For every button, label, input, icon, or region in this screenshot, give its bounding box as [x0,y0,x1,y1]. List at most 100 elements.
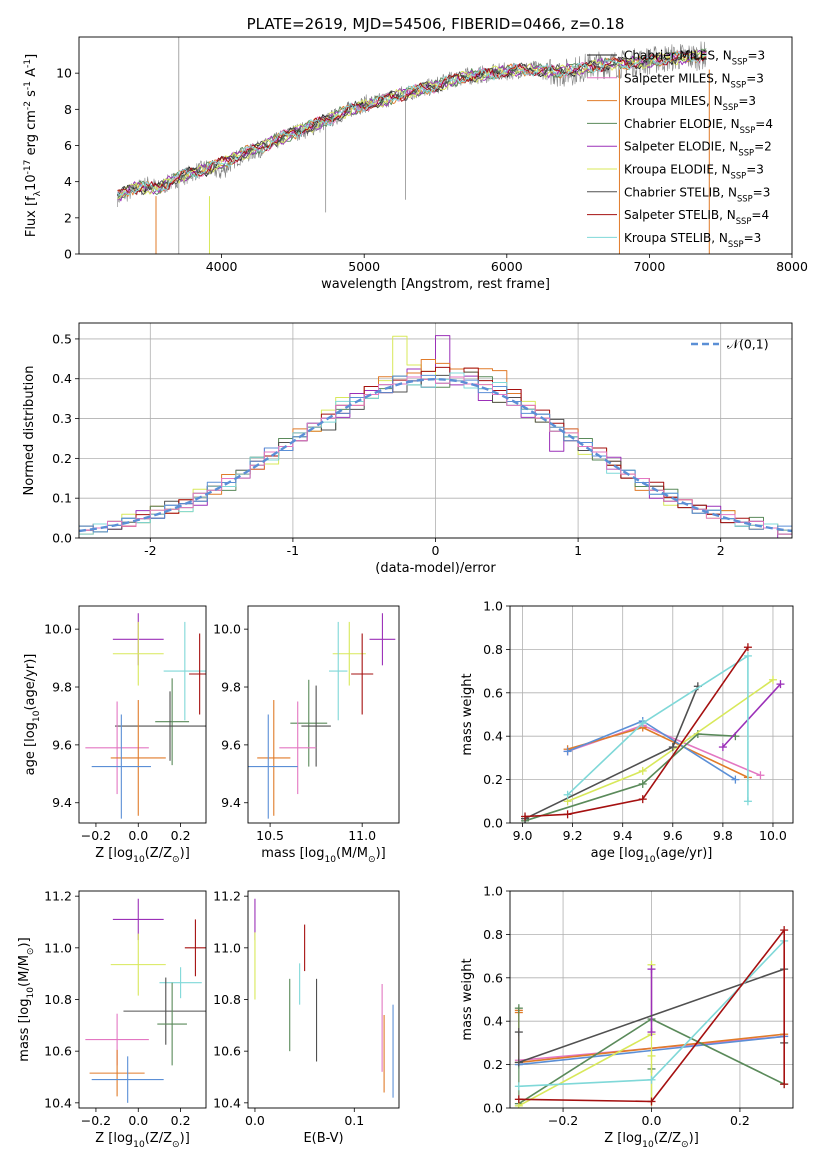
y-tick-label: 10.6 [213,1044,241,1059]
text-segment: (M/M [17,955,32,987]
text-segment: Salpeter MILES, N [624,71,731,85]
legend-label: Kroupa STELIB, NSSP=3 [624,231,761,249]
x-tick-label: 9.4 [613,828,633,843]
text-segment: =3 [746,163,764,177]
text-segment: Z [log [95,1131,133,1146]
axes-frame [509,605,794,824]
y-tick-label: 0.4 [52,371,72,386]
plot-area [521,643,785,823]
y-axis-label: mass weight [460,673,475,755]
plot-area [514,926,789,1108]
text-segment: Kroupa MILES, N [624,94,723,108]
text-segment: ⊙ [26,947,36,955]
text-segment: -1 [23,81,33,90]
y-tick-label: 0.6 [483,685,503,700]
axes-weight-Z: −0.2 0.0 0.2 0.0 0.2 0.4 0.6 0.8 1.0 Z [log10(Z/Z… [460,884,794,1150]
text-segment: (data-model)/error [375,561,496,576]
y-tick-label: 0.8 [483,642,503,657]
x-tick-label: 9.6 [663,828,683,843]
y-tick-label: 1.0 [483,599,503,614]
text-segment: =3 [746,71,764,85]
axes-frame [247,890,400,1109]
text-segment: SSP [737,193,753,203]
x-tick-label: 11.0 [348,828,376,843]
text-segment: λ [33,190,43,196]
y-tick-label: 11.0 [44,940,72,955]
text-segment: 10 [642,1140,654,1150]
plot-area [85,613,206,819]
axes-spectrum: 4000 5000 6000 7000 8000 0 2 4 6 8 10 wavelength [A… [23,15,808,292]
y-tick-label: 6 [64,138,72,153]
y-tick-label: 10.0 [44,622,72,637]
x-tick-label: 9.2 [563,828,583,843]
y-tick-label: 0.2 [483,772,503,787]
y-tick-label: 9.8 [52,680,72,695]
axes-frame [78,322,793,539]
y-tick-label: 0.0 [483,816,503,831]
text-segment: =4 [755,117,773,131]
x-tick-label: 1 [574,543,582,558]
legend-label: Kroupa MILES, NSSP=3 [624,94,756,112]
y-axis-label: Flux [fλ10-17 erg cm-2 s-1 A-1] [23,54,43,237]
text-segment: SSP [736,216,752,226]
y-axis-label: mass [log10(M/M⊙)] [17,937,36,1061]
text-segment: E(B-V) [303,1131,343,1146]
axes-mass-EBV: 0.0 0.1 10.4 10.6 10.8 11.0 11.2 E(B-V) [213,889,400,1146]
text-segment: mass [log [261,846,324,861]
text-segment: =3 [747,49,765,63]
text-segment: (M/M [336,846,368,861]
axes-mass-Z: −0.2 0.0 0.210.410.610.811.011.2Z [log10(Z… [17,889,207,1150]
x-tick-label: 0 [432,543,440,558]
text-segment: age [log [591,846,644,861]
x-tick-label: 10.0 [759,828,787,843]
x-tick-label: 5000 [348,259,380,274]
text-segment: SSP [728,239,744,249]
text-segment: )] [376,846,386,861]
x-axis-label: (data-model)/error [375,561,496,576]
y-tick-label: 10.4 [213,1095,241,1110]
y-tick-label: 0.2 [52,451,72,466]
axes-frame [78,890,207,1109]
histogram-step [79,376,792,535]
chart-title: PLATE=2619, MJD=54506, FIBERID=0466, z=0… [247,15,625,33]
x-axis-label: Z [log10(Z/Z⊙)] [95,846,190,865]
text-segment: SSP [723,102,739,112]
text-segment: mass weight [460,673,475,755]
axes-age-Z: −0.2 0.0 0.29.49.69.810.0Z [log10(Z/Z⊙)]ag… [23,605,207,865]
y-tick-label: 10.4 [44,1095,72,1110]
text-segment: (age/yr)] [23,654,38,711]
text-segment: age [log [23,722,38,775]
text-segment: ⊙ [172,1140,180,1150]
y-tick-label: 0.6 [483,970,503,985]
y-tick-label: 11.2 [213,889,241,904]
text-segment: Flux [f [24,196,39,237]
legend-label: Salpeter MILES, NSSP=3 [624,71,764,89]
text-segment: ] [24,54,39,59]
x-tick-label: 0.0 [128,1113,148,1128]
text-segment: wavelength [Angstrom, rest frame] [321,277,550,292]
text-segment: Kroupa ELODIE, N [624,163,731,177]
x-tick-label: −0.2 [81,1113,111,1128]
model-spectrum-line [117,49,707,197]
observed-spectrum [117,41,707,208]
weight-line [722,683,782,748]
y-tick-label: 11.2 [44,889,72,904]
y-tick-label: 0.4 [483,1014,503,1029]
y-tick-label: 10.6 [44,1044,72,1059]
x-tick-label: 2 [717,543,725,558]
legend-label: Salpeter STELIB, NSSP=4 [624,208,769,226]
text-segment: =3 [744,231,762,245]
text-segment: s [24,90,39,101]
y-axis-label: Normed distribution [22,366,37,496]
y-tick-label: 4 [64,174,72,189]
plot-area [117,37,710,254]
text-segment: (Z/Z [654,1131,681,1146]
text-segment: 10 [133,855,145,865]
y-tick-label: 9.6 [221,737,241,752]
x-tick-label: 10.5 [256,828,284,843]
text-segment: -17 [23,159,33,174]
plot-area [85,898,206,1103]
axes-frame [78,605,207,824]
